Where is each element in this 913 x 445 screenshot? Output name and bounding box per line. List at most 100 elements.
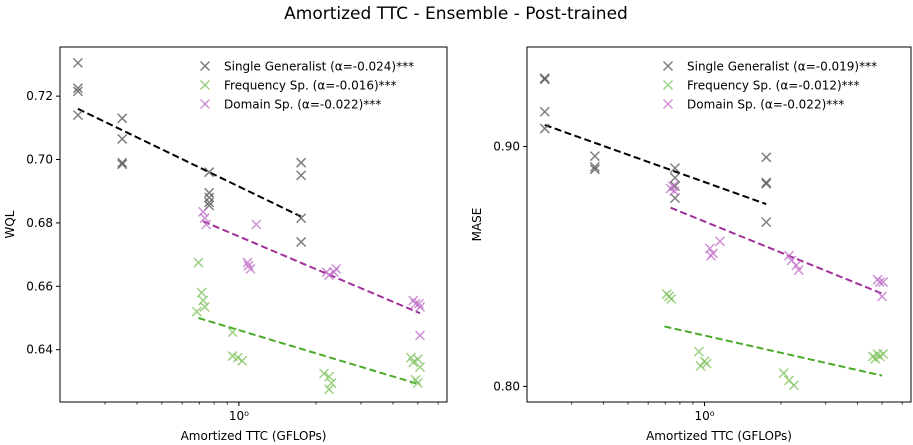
wql-domain-point (198, 206, 209, 217)
wql-single-point (296, 157, 307, 168)
mase-frequency-point (788, 380, 800, 391)
wql-domain-point (245, 263, 256, 274)
wql-single-point (204, 192, 215, 203)
wql-single-point (204, 197, 215, 208)
wql-frequency-point (191, 306, 202, 317)
mase-ylabel: MASE (470, 208, 484, 242)
mase-domain-point (874, 277, 885, 288)
mase-frequency-point (666, 293, 677, 304)
mase-legend-label-frequency: Frequency Sp. (α=-0.012)*** (687, 79, 860, 93)
wql-ytick-label: 0.64 (26, 343, 53, 357)
mase-legend-label-domain: Domain Sp. (α=-0.022)*** (687, 98, 844, 112)
figure-title: Amortized TTC - Ensemble - Post-trained (284, 4, 628, 24)
mase-single-point (669, 172, 681, 183)
wql-single-point (204, 167, 215, 178)
wql-single-point (204, 187, 215, 198)
mase-frequency-point (701, 358, 712, 369)
mase-single-point (761, 178, 772, 189)
wql-single-point (117, 157, 128, 168)
wql-legend-label-domain: Domain Sp. (α=-0.022)*** (224, 98, 381, 112)
wql-frequency-point (227, 327, 238, 338)
wql-single-point (72, 86, 83, 97)
wql-domain-point (242, 257, 253, 268)
wql-frequency-point (324, 371, 335, 382)
mase-single-point (539, 74, 550, 85)
mase-plot-frame (526, 46, 912, 403)
mase-domain-point (707, 248, 719, 259)
wql-single-point (117, 133, 128, 144)
mase-frequency-fit-line (664, 325, 883, 377)
mase-frequency-point (878, 348, 889, 360)
mase-single-point (539, 106, 550, 117)
wql-frequency-point (412, 354, 423, 365)
mase-domain-point (878, 277, 889, 288)
wql-frequency-point (410, 374, 421, 385)
mase-single-point (761, 217, 772, 228)
wql-single-point (296, 213, 307, 224)
mase-single-point (761, 152, 772, 163)
mase-single-point (539, 123, 550, 134)
wql-frequency-point (198, 295, 209, 306)
mase-single-point (589, 161, 600, 172)
mase-single-point (589, 151, 600, 162)
mase-panel: 0.80 0.90 10⁰ Amortized TTC (GFLOPs) MASE Sin… (470, 46, 912, 443)
wql-xlabel: Amortized TTC (GFLOPs) (181, 429, 327, 443)
wql-domain-point (201, 219, 212, 230)
wql-single-point (117, 113, 128, 124)
mase-single-point (761, 177, 772, 188)
wql-legend-marker-single (199, 60, 211, 72)
mase-single-point (589, 164, 600, 175)
mase-ytick-label: 0.90 (493, 140, 520, 154)
mase-domain-point (714, 236, 725, 247)
mase-single-fit-line (544, 124, 767, 206)
wql-panel: 0.64 0.66 0.68 0.70 0.72 10⁰ Amortized TTC (GF… (3, 46, 448, 443)
mase-single-point (669, 163, 681, 174)
mase-legend-marker-frequency (662, 79, 674, 91)
wql-domain-point (410, 298, 421, 309)
wql-single-fit-line (77, 107, 302, 218)
wql-domain-point (251, 219, 262, 230)
wql-domain-point (199, 213, 210, 224)
wql-frequency-point (232, 352, 243, 363)
wql-plot-frame (59, 46, 448, 403)
wql-frequency-point (196, 287, 207, 298)
mase-xtick-label: 10⁰ (694, 409, 714, 423)
mase-frequency-point (778, 368, 789, 379)
wql-frequency-point (318, 368, 330, 379)
wql-xtick-label: 10⁰ (229, 409, 249, 423)
wql-frequency-point (199, 301, 210, 312)
wql-domain-point (413, 298, 424, 309)
mase-domain-fit-line (670, 206, 884, 295)
mase-legend-marker-domain (662, 98, 674, 110)
wql-domain-point (415, 330, 426, 341)
mase-xlabel: Amortized TTC (GFLOPs) (646, 429, 792, 443)
wql-ytick-label: 0.68 (26, 216, 53, 230)
wql-single-point (296, 236, 307, 247)
wql-frequency-point (324, 384, 335, 395)
wql-ytick-label: 0.72 (26, 89, 53, 103)
wql-single-point (72, 83, 83, 94)
mase-legend-label-single: Single Generalist (α=-0.019)*** (687, 60, 877, 74)
wql-frequency-fit-line (198, 317, 421, 386)
wql-single-point (296, 170, 307, 181)
wql-legend-label-frequency: Frequency Sp. (α=-0.016)*** (224, 79, 397, 93)
wql-frequency-point (326, 377, 337, 389)
wql-domain-point (415, 301, 426, 312)
mase-legend: Single Generalist (α=-0.019)*** Frequency… (662, 60, 877, 112)
mase-domain-point (791, 260, 802, 271)
wql-frequency-point (415, 362, 426, 373)
wql-frequency-point (408, 357, 419, 368)
mase-single-point (539, 73, 550, 84)
wql-single-point (72, 110, 83, 121)
wql-single-point (72, 57, 83, 68)
mase-frequency-point (693, 346, 704, 357)
mase-legend-marker-single (662, 60, 674, 72)
wql-ytick-label: 0.70 (26, 153, 53, 167)
wql-legend-marker-domain (199, 98, 211, 110)
wql-single-point (117, 159, 128, 170)
wql-ylabel: WQL (3, 210, 17, 238)
mase-domain-point (669, 185, 680, 196)
wql-frequency-point (237, 355, 248, 366)
mase-ytick-label: 0.80 (493, 379, 520, 393)
